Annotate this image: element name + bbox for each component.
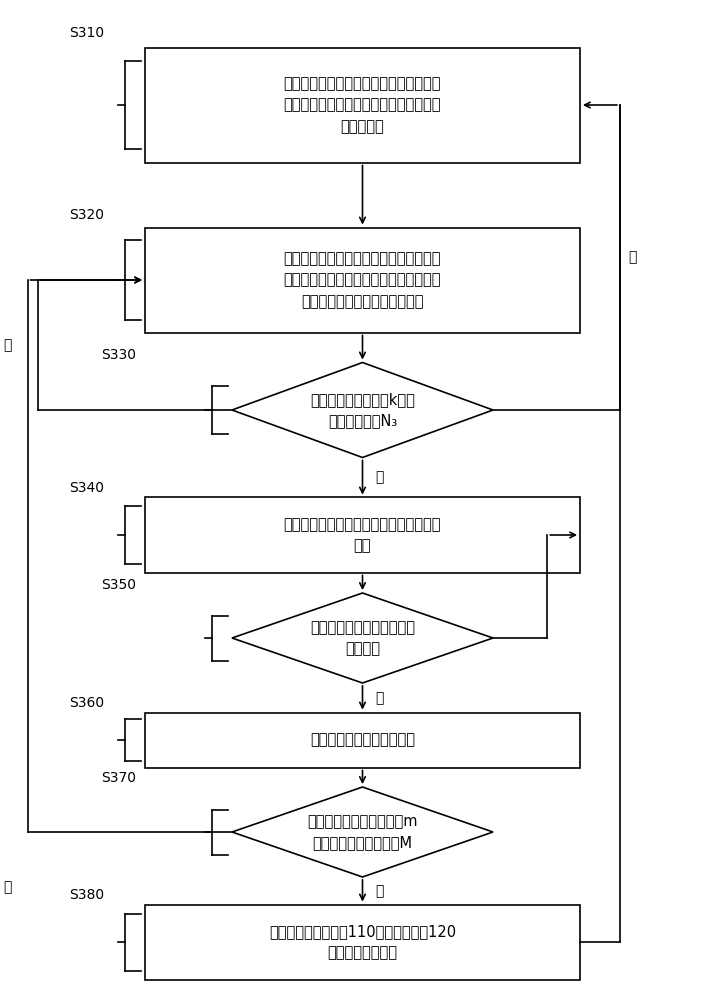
Text: 初始化无线车位检测节点用于采集并上报
车位传感数据相关的数据，并与无线路由
器建立连接: 初始化无线车位检测节点用于采集并上报 车位传感数据相关的数据，并与无线路由 器建… xyxy=(283,76,442,134)
FancyBboxPatch shape xyxy=(145,497,580,572)
Text: S340: S340 xyxy=(69,481,104,495)
Text: 是: 是 xyxy=(629,251,637,265)
Text: S370: S370 xyxy=(102,771,136,785)
Text: 是: 是 xyxy=(376,884,384,898)
Text: S330: S330 xyxy=(102,348,136,362)
Text: 判断是否收到来自无线路由
器的应答: 判断是否收到来自无线路由 器的应答 xyxy=(310,620,415,656)
Polygon shape xyxy=(232,787,493,877)
Text: S310: S310 xyxy=(69,26,104,40)
Text: 否: 否 xyxy=(4,880,12,894)
Text: 否: 否 xyxy=(4,338,12,352)
Text: S360: S360 xyxy=(69,696,104,710)
Text: 对应答失败的次数进行累计: 对应答失败的次数进行累计 xyxy=(310,732,415,748)
Text: 是: 是 xyxy=(376,471,384,485)
FancyBboxPatch shape xyxy=(145,228,580,332)
FancyBboxPatch shape xyxy=(145,904,580,980)
Polygon shape xyxy=(232,362,493,458)
Text: 无线车位检测节点采集对应车位的传感数
据，进一步上报采集的传感数据，并针对
对上报传感数据的次数进行计数: 无线车位检测节点采集对应车位的传感数 据，进一步上报采集的传感数据，并针对 对上… xyxy=(283,251,442,309)
Text: 否: 否 xyxy=(376,691,384,705)
Text: 判断当前应答失败计数值m
是否大于应答失败阈值M: 判断当前应答失败计数值m 是否大于应答失败阈值M xyxy=(307,814,418,850)
Text: S350: S350 xyxy=(102,578,136,592)
Text: S380: S380 xyxy=(69,888,104,902)
Text: S320: S320 xyxy=(69,208,104,222)
FancyBboxPatch shape xyxy=(145,712,580,768)
Text: 在无线车位检测节点110和无线路由器120
之间重新建立连接: 在无线车位检测节点110和无线路由器120 之间重新建立连接 xyxy=(269,924,456,960)
FancyBboxPatch shape xyxy=(145,47,580,162)
Text: 判断当前第二计数值k是否
大于应答间隔N₃: 判断当前第二计数值k是否 大于应答间隔N₃ xyxy=(310,392,415,428)
Text: 在上报传感数据的同时，要求无线路由器
应答: 在上报传感数据的同时，要求无线路由器 应答 xyxy=(283,517,442,553)
Polygon shape xyxy=(232,593,493,683)
